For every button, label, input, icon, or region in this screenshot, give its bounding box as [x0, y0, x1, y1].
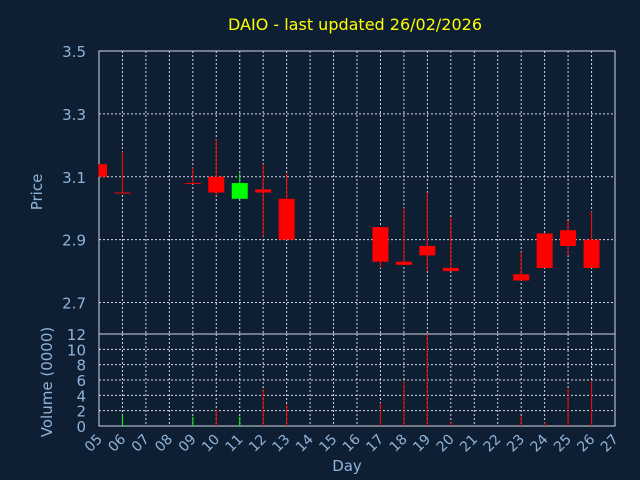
price-axis-label: Price [28, 174, 46, 211]
x-tick-label: 23 [504, 432, 528, 456]
x-tick-label: 13 [270, 432, 294, 456]
chart-title: DAIO - last updated 26/02/2026 [228, 15, 482, 34]
x-tick-label: 20 [434, 432, 458, 456]
x-axis-label: Day [332, 457, 362, 475]
volume-tick-label: 10 [67, 341, 86, 359]
x-tick-label: 25 [551, 432, 575, 456]
volume-grid [99, 334, 615, 426]
candle-body-09 [184, 183, 201, 185]
candle-body-06 [114, 192, 131, 194]
candle-body-23 [513, 274, 530, 281]
x-tick-label: 12 [246, 432, 270, 456]
x-tick-label: 10 [199, 432, 223, 456]
candle-body-11 [231, 183, 248, 199]
candle-body-17 [372, 227, 389, 262]
candle-body-05 [99, 164, 107, 177]
x-tick-label: 14 [293, 431, 317, 455]
x-tick-label: 11 [223, 432, 247, 456]
x-tick-label: 08 [152, 432, 176, 456]
price-tick-label: 2.9 [62, 232, 86, 250]
x-tick-label: 09 [176, 432, 200, 456]
price-tick-label: 2.7 [62, 295, 86, 313]
x-tick-label: 06 [105, 431, 129, 455]
x-tick-label: 22 [481, 432, 505, 456]
x-tick-label: 16 [340, 431, 364, 455]
x-ticks: 05 06 07 08 09 10 11 12 13 14 15 16 17 18 19 20 21 22 23 24… [82, 431, 622, 455]
candle-body-24 [536, 233, 553, 268]
x-tick-label: 26 [574, 431, 598, 455]
volume-tick-label: 6 [76, 372, 86, 390]
candles [98, 139, 600, 281]
price-tick-label: 3.5 [62, 43, 86, 61]
volume-tick-label: 4 [76, 387, 86, 405]
price-tick-label: 3.1 [62, 169, 86, 187]
x-tick-label: 15 [316, 432, 340, 456]
x-tick-label: 27 [598, 432, 622, 456]
x-tick-label: 19 [410, 432, 434, 456]
volume-tick-label: 2 [76, 403, 86, 421]
x-tick-label: 07 [129, 432, 153, 456]
volume-bars [121, 334, 593, 426]
price-tick-label: 3.3 [62, 106, 86, 124]
x-tick-label: 21 [457, 432, 481, 456]
candle-body-13 [278, 198, 295, 240]
candle-body-25 [560, 230, 577, 246]
volume-axis-label: Volume (0000) [38, 327, 56, 437]
candle-body-26 [583, 239, 600, 268]
volume-tick-label: 8 [76, 357, 86, 375]
candle-body-18 [395, 261, 412, 265]
x-tick-label: 18 [387, 432, 411, 456]
candle-body-12 [255, 189, 272, 193]
candle-body-19 [419, 245, 436, 256]
volume-tick-label: 12 [67, 326, 86, 344]
price-y-ticks: 3.5 3.3 3.1 2.9 2.7 [62, 43, 86, 313]
x-tick-label: 17 [363, 432, 387, 456]
x-tick-label: 24 [528, 431, 552, 455]
candle-body-10 [208, 176, 225, 193]
candle-body-20 [442, 267, 459, 272]
volume-tick-label: 0 [76, 418, 86, 436]
